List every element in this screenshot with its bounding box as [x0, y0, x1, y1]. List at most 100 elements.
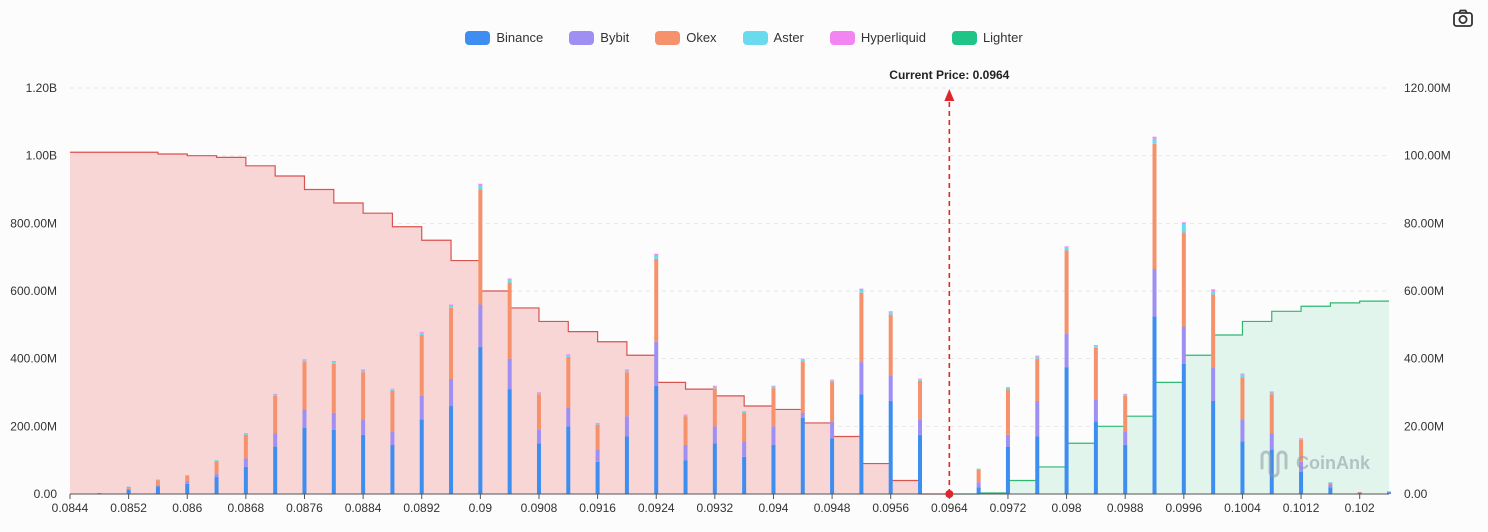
legend-item-lighter[interactable]: Lighter: [951, 30, 1023, 45]
bar-binance: [507, 389, 512, 494]
legend-swatch: [465, 30, 491, 45]
bar-aster: [214, 460, 219, 462]
bar-okex: [1064, 250, 1069, 334]
x-tick-label: 0.0916: [579, 501, 616, 515]
bar-hyperliquid: [830, 379, 835, 381]
bar-aster: [185, 475, 190, 476]
bar-hyperliquid: [478, 183, 483, 186]
bar-bybit: [1005, 434, 1010, 447]
legend-swatch: [655, 30, 681, 45]
camera-icon[interactable]: [1452, 8, 1474, 28]
bar-aster: [712, 386, 717, 389]
bar-binance: [1387, 492, 1391, 494]
bar-okex: [654, 258, 659, 342]
legend-item-hyperliquid[interactable]: Hyperliquid: [829, 30, 926, 45]
legend-label: Aster: [773, 30, 804, 45]
legend-item-binance[interactable]: Binance: [465, 30, 543, 45]
bar-binance: [1123, 444, 1128, 494]
bar-binance: [390, 444, 395, 494]
bar-binance: [1093, 421, 1098, 494]
x-tick-label: 0.0892: [403, 501, 440, 515]
bar-aster: [742, 411, 747, 413]
bar-okex: [155, 480, 160, 485]
current-price-dot: [945, 490, 954, 498]
bar-aster: [1181, 224, 1186, 233]
bar-bybit: [654, 341, 659, 386]
y-right-tick-label: 0.00: [1404, 487, 1428, 501]
legend-item-bybit[interactable]: Bybit: [569, 30, 629, 45]
bar-bybit: [331, 412, 336, 430]
bar-binance: [126, 489, 131, 494]
bar-hyperliquid: [1211, 289, 1216, 291]
bar-bybit: [742, 441, 747, 457]
bar-aster: [390, 389, 395, 391]
bar-binance: [624, 436, 629, 494]
bar-aster: [507, 279, 512, 283]
bar-hyperliquid: [390, 388, 395, 390]
bar-bybit: [1123, 431, 1128, 445]
bar-aster: [624, 370, 629, 373]
bar-binance: [918, 434, 923, 494]
bar-bybit: [771, 426, 776, 445]
bar-okex: [390, 390, 395, 432]
bar-hyperliquid: [918, 378, 923, 380]
bar-binance: [742, 456, 747, 494]
cumulative-short-liquidation-fill: [949, 301, 1389, 494]
bar-okex: [1123, 395, 1128, 432]
bar-binance: [1152, 316, 1157, 494]
bar-hyperliquid: [361, 369, 366, 371]
bar-bybit: [1269, 433, 1274, 451]
bar-hyperliquid: [1005, 387, 1010, 388]
bar-bybit: [1387, 491, 1391, 493]
bar-bybit: [185, 481, 190, 484]
bar-binance: [1299, 472, 1304, 494]
bar-aster: [800, 359, 805, 362]
bar-okex: [478, 189, 483, 305]
x-tick-label: 0.086: [172, 501, 202, 515]
bar-aster: [1123, 394, 1128, 396]
bar-hyperliquid: [1064, 246, 1069, 248]
x-tick-label: 0.1012: [1283, 501, 1320, 515]
bar-okex: [302, 362, 307, 410]
bar-okex: [771, 388, 776, 427]
bar-binance: [859, 394, 864, 494]
bar-binance: [155, 486, 160, 494]
bar-okex: [918, 380, 923, 420]
bar-binance: [478, 346, 483, 494]
bar-okex: [595, 424, 600, 451]
x-tick-label: 0.102: [1345, 501, 1375, 515]
bar-aster: [1064, 247, 1069, 251]
bar-hyperliquid: [1152, 136, 1157, 139]
bar-okex: [742, 412, 747, 442]
bar-bybit: [1211, 367, 1216, 401]
x-tick-label: 0.0948: [814, 501, 851, 515]
bar-bybit: [155, 484, 160, 487]
bar-aster: [1269, 392, 1274, 395]
bar-binance: [888, 400, 893, 494]
bar-hyperliquid: [1035, 355, 1040, 357]
bar-aster: [654, 255, 659, 259]
x-tick-label: 0.1004: [1224, 501, 1261, 515]
y-right-tick-label: 60.00M: [1404, 284, 1444, 298]
bar-okex: [273, 395, 278, 434]
bar-bybit: [1035, 400, 1040, 437]
bar-okex: [1093, 347, 1098, 400]
bar-hyperliquid: [302, 359, 307, 361]
bar-hyperliquid: [771, 385, 776, 387]
bar-binance: [1240, 441, 1245, 494]
cumulative-short-liquidation-line: [949, 300, 1389, 495]
coinank-logo-icon: [1260, 450, 1288, 478]
bar-okex: [1240, 377, 1245, 420]
x-tick-label: 0.0956: [872, 501, 909, 515]
legend-label: Lighter: [982, 30, 1023, 45]
y-right-tick-label: 120.00M: [1404, 81, 1451, 95]
axes: 0.00 0.00 200.00M 20.00M 400.00M 40.00M 600.00…: [10, 81, 1450, 515]
bar-bybit: [126, 488, 131, 490]
bar-aster: [243, 433, 248, 435]
legend-item-okex[interactable]: Okex: [655, 30, 717, 45]
legend-item-aster[interactable]: Aster: [742, 30, 804, 45]
bar-binance: [1211, 400, 1216, 494]
bar-hyperliquid: [449, 304, 454, 306]
bar-okex: [888, 314, 893, 376]
bar-aster: [1035, 356, 1040, 359]
